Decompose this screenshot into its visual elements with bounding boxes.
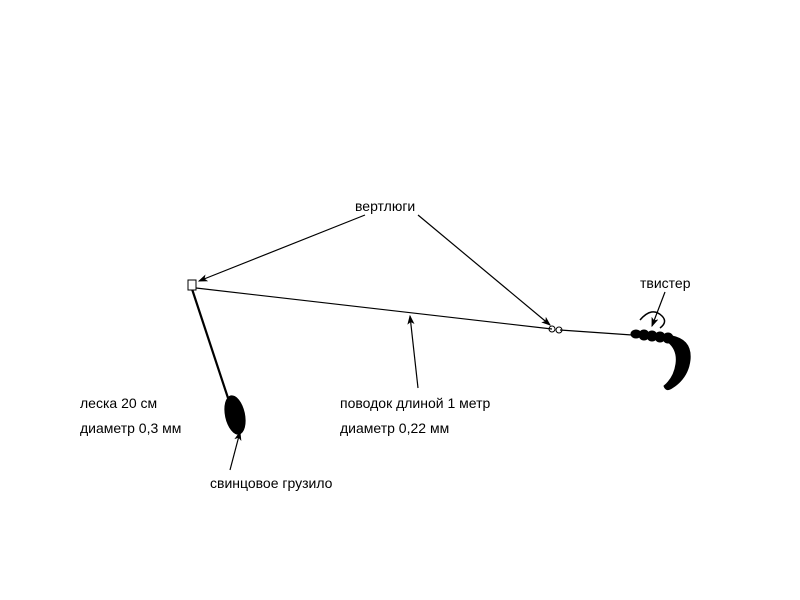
diagram-svg <box>0 0 800 600</box>
label-main-line-1: леска 20 см <box>80 395 157 411</box>
label-leader-2: диаметр 0,22 мм <box>340 420 449 436</box>
label-twister: твистер <box>640 275 691 291</box>
arrow-sinker <box>230 432 240 470</box>
swivel-left-icon <box>188 280 196 290</box>
label-main-line-2: диаметр 0,3 мм <box>80 420 181 436</box>
main-line <box>192 289 228 398</box>
sinker-icon <box>221 393 249 436</box>
label-swivels: вертлюги <box>355 198 415 214</box>
arrow-leader <box>410 316 418 388</box>
twister-icon <box>631 312 690 390</box>
label-sinker: свинцовое грузило <box>210 475 332 491</box>
arrow-swivels-to-left <box>199 215 365 281</box>
leader-line-right <box>560 330 632 335</box>
arrow-twister <box>652 292 665 326</box>
diagram-stage: вертлюги твистер леска 20 см диаметр 0,3… <box>0 0 800 600</box>
label-leader-1: поводок длиной 1 метр <box>340 395 490 411</box>
arrow-swivels-to-right <box>418 215 550 325</box>
leader-line-left <box>196 288 552 329</box>
